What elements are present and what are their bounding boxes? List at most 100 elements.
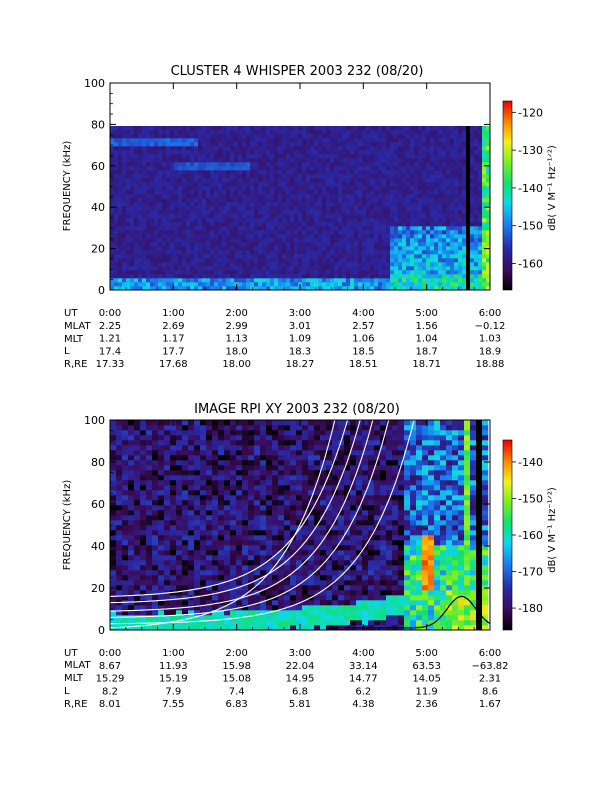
spectrogram-cell <box>152 585 159 591</box>
spectrogram-cell <box>206 278 211 283</box>
spectrogram-cell <box>202 138 207 143</box>
spectrogram-cell <box>130 246 135 251</box>
spectrogram-cell <box>222 226 227 231</box>
spectrogram-cell <box>326 206 331 211</box>
spectrogram-cell <box>306 282 311 287</box>
spectrogram-cell <box>430 194 435 199</box>
spectrogram-cell <box>478 226 483 231</box>
spectrogram-cell <box>190 226 195 231</box>
spectrogram-cell <box>458 238 463 243</box>
spectrogram-cell <box>434 620 441 626</box>
spectrogram-cell <box>218 238 223 243</box>
spectrogram-cell <box>474 174 479 179</box>
spectrogram-cell <box>370 154 375 159</box>
spectrogram-cell <box>142 218 147 223</box>
spectrogram-cell <box>404 620 411 626</box>
spectrogram-cell <box>150 182 155 187</box>
spectrogram-cell <box>366 278 371 283</box>
spectrogram-cell <box>302 206 307 211</box>
spectrogram-cell <box>478 270 483 275</box>
spectrogram-cell <box>390 178 395 183</box>
spectrogram-cell <box>374 580 381 586</box>
spectrogram-cell <box>164 580 171 586</box>
spectrogram-cell <box>434 170 439 175</box>
spectrogram-cell <box>330 210 335 215</box>
spectrogram-cell <box>230 146 235 151</box>
spectrogram-cell <box>166 278 171 283</box>
spectrogram-row <box>110 126 491 131</box>
spectrogram-cell <box>394 202 399 207</box>
spectrogram-cell <box>318 158 323 163</box>
spectrogram-cell <box>322 154 327 159</box>
spectrogram-cell <box>258 166 263 171</box>
spectrogram-cell <box>350 202 355 207</box>
spectrogram-cell <box>134 278 139 283</box>
spectrogram-cell <box>154 154 159 159</box>
spectrogram-cell <box>332 575 339 581</box>
spectrogram-cell <box>486 222 491 227</box>
spectrogram-cell <box>294 206 299 211</box>
spectrogram-cell <box>118 126 123 131</box>
spectrogram-cell <box>322 126 327 131</box>
spectrogram-cell <box>378 274 383 279</box>
spectrogram-cell <box>110 170 115 175</box>
spectrogram-cell <box>454 194 459 199</box>
spectrogram-cell <box>406 214 411 219</box>
spectrogram-cell <box>426 166 431 171</box>
spectrogram-cell <box>218 270 223 275</box>
spectrogram-cell <box>250 174 255 179</box>
spectrogram-cell <box>350 234 355 239</box>
spectrogram-cell <box>370 246 375 251</box>
spectrogram-cell <box>230 206 235 211</box>
spectrogram-cell <box>418 242 423 247</box>
spectrogram-cell <box>128 560 135 566</box>
spectrogram-cell <box>174 270 179 275</box>
spectrogram-cell <box>274 186 279 191</box>
spectrogram-cell <box>146 555 153 561</box>
spectrogram-cell <box>198 274 203 279</box>
spectrogram-cell <box>110 138 115 143</box>
spectrogram-row <box>110 560 489 566</box>
spectrogram-cell <box>210 142 215 147</box>
spectrogram-cell <box>130 230 135 235</box>
spectrogram-cell <box>246 242 251 247</box>
spectrogram-cell <box>446 590 453 596</box>
spectrogram-cell <box>462 230 467 235</box>
spectrogram-cell <box>414 166 419 171</box>
spectrogram-cell <box>266 126 271 131</box>
spectrogram-cell <box>474 198 479 203</box>
spectrogram-cell <box>212 615 219 621</box>
spectrogram-cell <box>286 198 291 203</box>
spectrogram-cell <box>458 162 463 167</box>
spectrogram-cell <box>454 242 459 247</box>
spectrogram-cell <box>170 262 175 267</box>
spectrogram-cell <box>338 142 343 147</box>
spectrogram-cell <box>258 170 263 175</box>
spectrogram-cell <box>238 174 243 179</box>
spectrogram-cell <box>458 625 465 631</box>
spectrogram-cell <box>152 560 159 566</box>
spectrogram-cell <box>116 610 123 616</box>
spectrogram-cell <box>462 210 467 215</box>
spectrogram-cell <box>430 138 435 143</box>
spectrogram-cell <box>442 258 447 263</box>
spectrogram-cell <box>114 270 119 275</box>
spectrogram-cell <box>278 158 283 163</box>
spectrogram-cell <box>486 186 491 191</box>
spectrogram-cell <box>122 210 127 215</box>
spectrogram-cell <box>282 206 287 211</box>
spectrogram-cell <box>478 258 483 263</box>
spectrogram-cell <box>346 278 351 283</box>
spectrogram-cell <box>386 610 393 616</box>
ephemeris-time: 3:00 <box>289 308 311 319</box>
spectrogram-cell <box>470 595 477 601</box>
spectrogram-row <box>110 600 489 606</box>
spectrogram-cell <box>140 625 147 631</box>
spectrogram-cell <box>116 590 123 596</box>
spectrogram-cell <box>218 190 223 195</box>
spectrogram-cell <box>182 610 189 616</box>
spectrogram-cell <box>446 202 451 207</box>
spectrogram-cell <box>134 158 139 163</box>
spectrogram-cell <box>358 182 363 187</box>
spectrogram-cell <box>116 620 123 626</box>
